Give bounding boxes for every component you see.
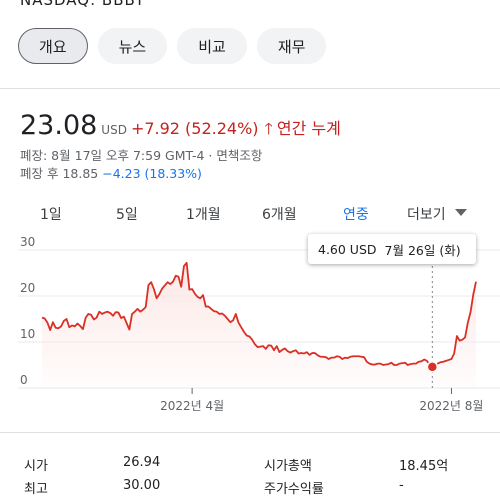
y-tick-label: 20 [20,281,35,295]
divider [0,88,500,89]
after-hours-change: −4.23 (18.33%) [102,166,202,181]
price-area [42,262,476,388]
stats-row: 시가 26.94 시가총액 18.45억 [0,455,500,475]
y-tick-label: 0 [20,373,28,387]
chart-tooltip: 4.60 USD 7월 26일 (화) [308,234,476,264]
price-line [41,261,477,368]
chevron-down-icon[interactable] [455,209,467,216]
tab-financials[interactable]: 재무 [256,28,327,64]
range-1d[interactable]: 1일 [40,207,62,223]
section-tabs: 개요 뉴스 비교 재무 [18,28,327,64]
after-hours-price: 폐장 후 18.85 [20,166,99,181]
stat-value-market-cap: 18.45억 [399,459,449,474]
range-more[interactable]: 더보기 [407,207,446,223]
range-6m[interactable]: 6개월 [262,207,297,223]
stat-label-market-cap: 시가총액 [264,459,312,474]
y-tick-label: 10 [20,327,35,341]
stats-row: 최고 30.00 주가수익률 - [0,478,500,498]
tooltip-date: 7월 26일 (화) [384,242,461,258]
period-label: 연간 누계 [276,119,341,138]
ticker-symbol: NASDAQ: BBBY [20,0,146,9]
stat-value-open: 26.94 [123,455,161,470]
current-price: 23.08 [20,110,98,141]
stat-value-pe-ratio: - [399,478,404,493]
tab-news[interactable]: 뉴스 [97,28,168,64]
range-1m[interactable]: 1개월 [186,207,221,223]
highlight-point [426,361,439,373]
y-tick-label: 30 [20,235,35,249]
range-5d[interactable]: 5일 [116,207,138,223]
range-ytd[interactable]: 연중 [343,207,369,223]
arrow-up-icon: 🡑 [264,119,273,138]
tab-compare[interactable]: 비교 [177,28,247,64]
close-info: 폐장: 8월 17일 오후 7:59 GMT-4 · 면책조항 [20,148,263,163]
price-change: +7.92 (52.24%) [130,119,259,138]
after-hours-info: 폐장 후 18.85 −4.23 (18.33%) [20,163,202,182]
stat-value-high: 30.00 [123,478,161,493]
divider [0,432,500,433]
range-selector: 1일 5일 1개월 6개월 연중 더보기 [0,204,500,224]
currency-label: USD [101,123,127,137]
stat-label-open: 시가 [24,459,48,474]
x-tick-label: 2022년 4월 [160,399,224,413]
price-chart[interactable]: 0 10 20 30 2022년 4월 2022년 8월 [0,230,500,420]
stat-label-pe-ratio: 주가수익률 [264,482,324,497]
price-row: 23.08 USD +7.92 (52.24%) 🡑 연간 누계 [20,110,341,145]
tab-overview[interactable]: 개요 [18,28,88,64]
stat-label-high: 최고 [24,482,48,497]
tooltip-price: 4.60 USD [318,241,377,257]
x-tick-label: 2022년 8월 [419,399,483,413]
